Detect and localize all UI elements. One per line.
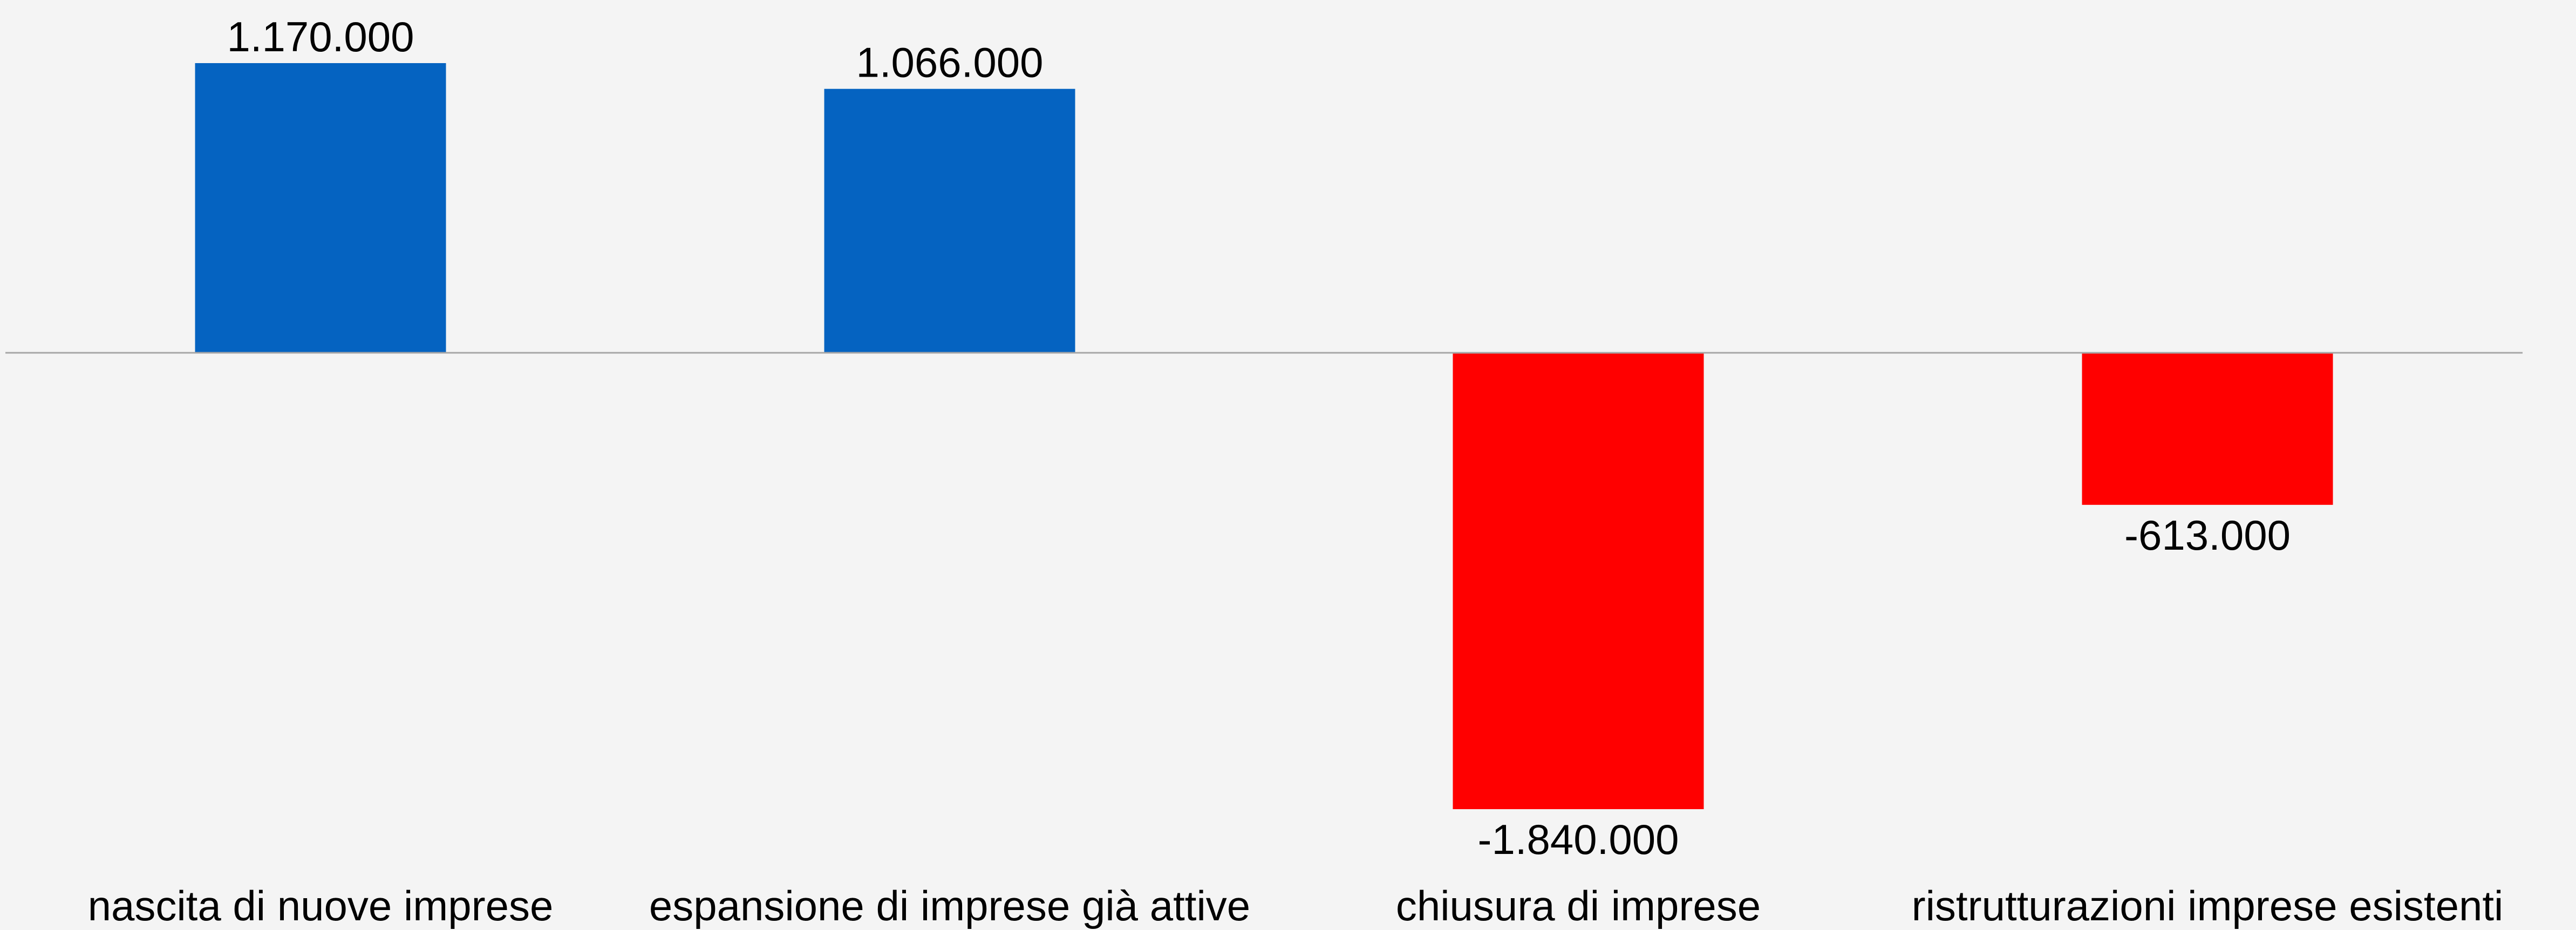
category-label-4: ristrutturazioni imprese esistenti: [1912, 882, 2504, 929]
bar-1: [195, 63, 446, 353]
data-label-4: -613.000: [2124, 511, 2291, 559]
bar-4: [2082, 353, 2333, 505]
category-label-1: nascita di nuove imprese: [88, 882, 554, 929]
data-label-1: 1.170.000: [227, 13, 414, 60]
category-label-3: chiusura di imprese: [1396, 882, 1761, 929]
category-label-2: espansione di imprese già attive: [649, 882, 1250, 929]
data-label-2: 1.066.000: [856, 39, 1043, 86]
bar-2: [824, 88, 1075, 353]
value-labels-group: 1.170.000 1.066.000 -1.840.000 -613.000: [227, 13, 2290, 863]
bar-3: [1453, 353, 1704, 809]
bars-group: [195, 63, 2333, 809]
category-labels-group: nascita di nuove imprese espansione di im…: [88, 882, 2504, 929]
data-label-3: -1.840.000: [1478, 816, 1679, 863]
